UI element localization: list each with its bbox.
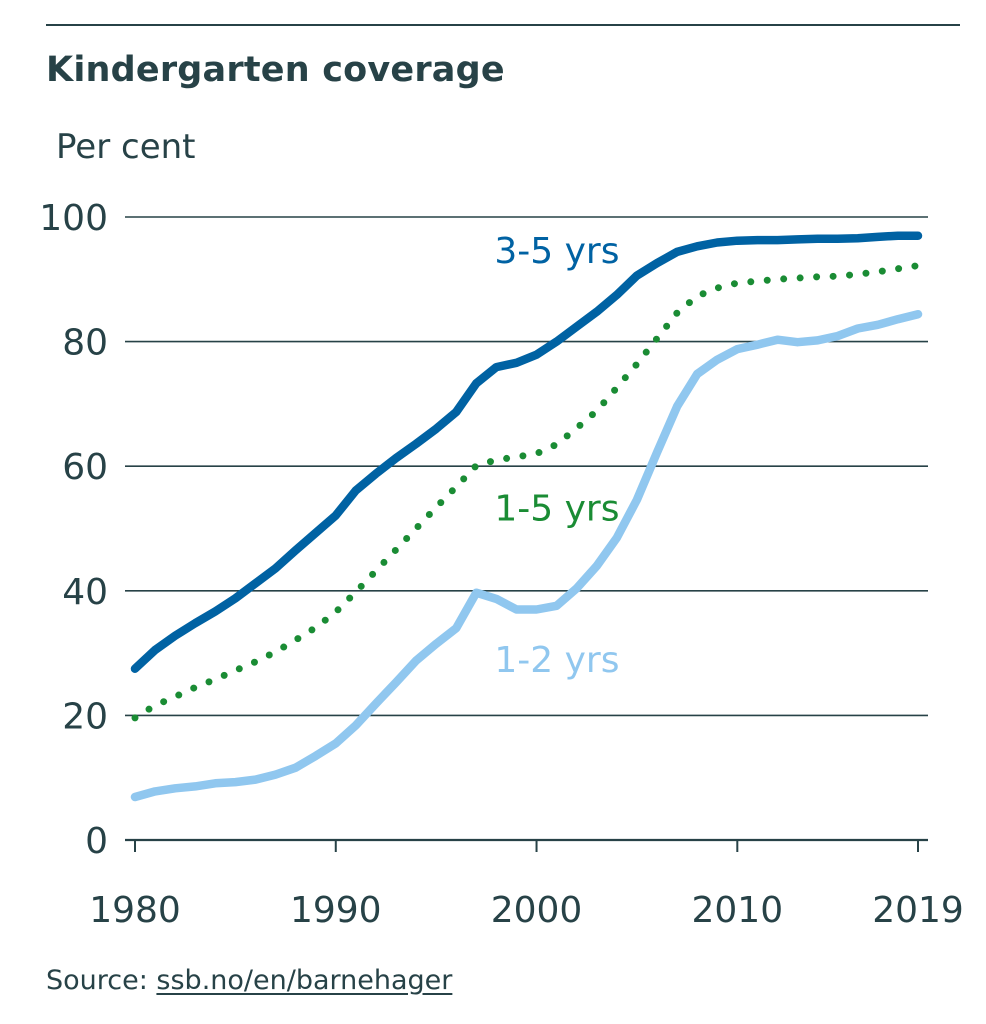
series-lines (130, 231, 923, 802)
y-tick-label-40: 40 (62, 572, 108, 613)
y-tick-labels: 0 20 40 60 80 100 (39, 198, 108, 862)
x-tick-label-2010: 2010 (691, 890, 783, 931)
series-label-2: 1-2 yrs (494, 640, 619, 681)
x-tick-label-2019: 2019 (872, 890, 964, 931)
chart-title: Kindergarten coverage (46, 50, 505, 90)
grid-lines (125, 216, 928, 717)
y-axis-label: Per cent (56, 127, 196, 167)
source-note: Source: ssb.no/en/barnehager (46, 965, 452, 996)
top-rule (46, 24, 960, 26)
line-chart: Per cent 0 20 40 60 80 100 1980 1990 2000 2010 20… (39, 127, 964, 931)
x-tick-label-1980: 1980 (89, 890, 181, 931)
x-tick-label-1990: 1990 (290, 890, 382, 931)
y-tick-label-80: 80 (62, 323, 108, 364)
series-label-1: 1-5 yrs (494, 488, 619, 529)
source-link[interactable]: ssb.no/en/barnehager (156, 965, 453, 996)
y-tick-label-20: 20 (62, 696, 108, 737)
x-tick-label-2000: 2000 (491, 890, 583, 931)
x-tick-labels: 1980 1990 2000 2010 2019 (89, 890, 964, 931)
y-tick-label-0: 0 (85, 821, 108, 862)
source-label: Source: (46, 965, 157, 996)
y-tick-label-60: 60 (62, 447, 108, 488)
series-line-2 (130, 309, 923, 802)
y-tick-label-100: 100 (39, 198, 108, 239)
x-axis (125, 838, 928, 852)
series-labels: 3-5 yrs 1-5 yrs 1-2 yrs (494, 231, 619, 681)
series-label-0: 3-5 yrs (494, 231, 619, 272)
series-line-0 (130, 231, 923, 673)
